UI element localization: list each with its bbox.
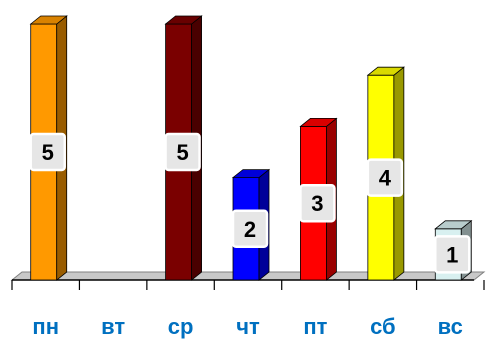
value-label-text: 1 xyxy=(446,242,458,267)
x-label-пн: пн xyxy=(32,314,59,339)
value-label-пн: 5 xyxy=(29,132,66,172)
value-label-box xyxy=(164,132,201,172)
x-label-сб: сб xyxy=(370,314,396,339)
value-label-вс: 1 xyxy=(434,235,471,274)
value-label-text: 5 xyxy=(42,140,54,165)
x-label-чт: чт xyxy=(236,314,260,339)
value-label-box xyxy=(299,183,336,223)
value-label-text: 3 xyxy=(311,191,323,216)
x-axis-ticks xyxy=(11,280,485,290)
bar-top xyxy=(366,66,405,76)
bar-top xyxy=(29,15,68,25)
value-label-text: 5 xyxy=(176,140,188,165)
value-label-text: 2 xyxy=(244,217,256,242)
x-label-вс: вс xyxy=(438,314,463,339)
value-label-box xyxy=(434,235,471,274)
value-label-box xyxy=(366,158,404,197)
x-label-вт: вт xyxy=(101,314,125,339)
value-label-ср: 5 xyxy=(164,132,201,172)
value-label-box xyxy=(29,132,66,172)
value-label-text: 4 xyxy=(379,166,392,191)
value-label-сб: 4 xyxy=(366,158,404,197)
value-labels-layer: 5 5 2 3 4 1 xyxy=(29,132,471,274)
bar-top xyxy=(231,169,271,179)
x-label-ср: ср xyxy=(168,314,194,339)
bar-top xyxy=(164,15,203,25)
value-label-чт: 2 xyxy=(231,209,269,249)
bar-top xyxy=(299,118,338,127)
value-label-box xyxy=(231,209,269,249)
value-label-пт: 3 xyxy=(299,183,336,223)
x-axis-labels: пн вт ср чт пт сб вс xyxy=(32,314,462,339)
x-label-пт: пт xyxy=(303,314,327,339)
bar-top xyxy=(434,220,473,230)
